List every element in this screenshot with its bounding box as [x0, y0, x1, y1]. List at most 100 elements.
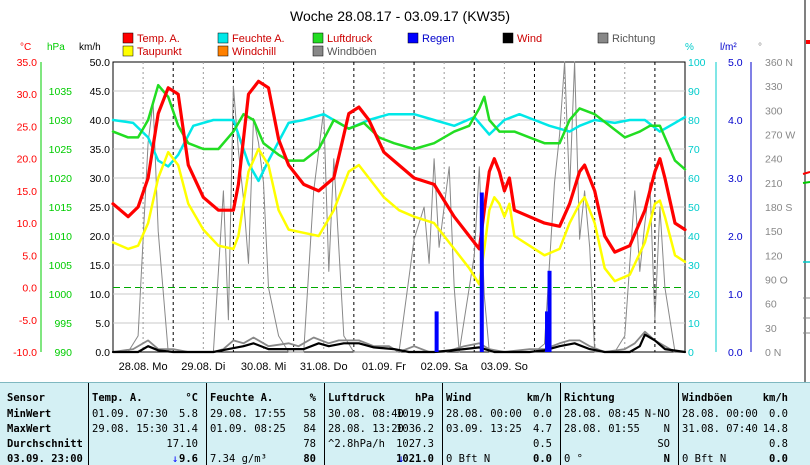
rain-bar	[479, 192, 484, 352]
direction-tick-label: 60	[765, 299, 777, 311]
row-label: Durchschnitt	[7, 438, 83, 450]
table-top-border	[0, 382, 810, 383]
cell-value: 4.7	[533, 423, 552, 435]
row-label: MaxWert	[7, 423, 52, 435]
column-unit: km/h	[526, 392, 552, 404]
axis-units: °C hPa km/h% l/m² °	[20, 42, 762, 53]
humidity-tick-label: 60	[688, 173, 700, 185]
legend-label: Windchill	[232, 46, 276, 58]
legend-swatch	[312, 32, 324, 44]
wind-tick-label: 45.0	[90, 86, 111, 98]
humidity-tick-label: 100	[688, 57, 706, 69]
series-temp-a-line	[111, 79, 687, 254]
right-edge-temp-fragment	[802, 171, 810, 175]
cell-value: 80	[303, 453, 316, 465]
cell-timestamp: ^2.8hPa/h	[328, 438, 385, 450]
rain-bar	[545, 311, 550, 352]
wind-tick-label: 30.0	[90, 173, 111, 185]
cell-value: 1036.2	[396, 423, 434, 435]
column-title: Feuchte A.	[210, 392, 274, 404]
right-edge-marker	[806, 40, 810, 44]
pressure-tick-label: 1015	[49, 202, 73, 214]
chart-legend: Temp. A. Feuchte A. Luftdruck Regen Wind Rich…	[122, 32, 655, 58]
cell-value: 1027.3	[396, 438, 434, 450]
cell-value: 0.8	[769, 438, 788, 450]
cell-value: 9.6	[179, 453, 198, 465]
pressure-tick-label: 1025	[49, 144, 73, 156]
cell-timestamp: 01.09. 07:30	[92, 408, 168, 420]
series-richtung-line	[112, 61, 686, 353]
cell-timestamp: 0 Bft N	[682, 453, 727, 465]
rain-unit-label: l/m²	[720, 42, 737, 53]
wind-tick-label: 20.0	[90, 231, 111, 243]
chart-title: Woche 28.08.17 - 03.09.17 (KW35)	[290, 8, 510, 24]
direction-tick-label: 360 N	[765, 57, 793, 69]
direction-unit-label: °	[758, 42, 762, 53]
legend-swatch	[407, 32, 419, 44]
column-title: Temp. A.	[92, 392, 143, 404]
direction-tick-label: 270 W	[765, 130, 795, 142]
cell-value: N	[663, 423, 670, 435]
column-unit: %	[309, 392, 316, 404]
rain-bar	[434, 311, 439, 352]
wind-tick-label: 15.0	[90, 260, 111, 272]
legend-swatch	[122, 45, 134, 57]
humidity-tick-label: 50	[688, 202, 700, 214]
cell-timestamp: 28.08. 13:20	[328, 423, 404, 435]
column-separator	[206, 382, 207, 465]
cell-value: 58	[303, 408, 316, 420]
rain-tick-label: 2.0	[728, 231, 743, 243]
sensor-header: Sensor	[7, 392, 45, 404]
cell-value: 31.4	[172, 423, 198, 435]
pressure-tick-label: 995	[54, 318, 72, 330]
cell-value: 0.0	[533, 408, 552, 420]
right-edge-mini-plot	[802, 0, 810, 382]
cell-value: 0.0	[769, 453, 788, 465]
temp-tick-label: 25.0	[17, 121, 38, 133]
statistics-table: Sensor MinWert MaxWert Durchschnitt 03.09. 2…	[0, 382, 810, 465]
column-separator	[324, 382, 325, 465]
humidity-unit-label: %	[685, 42, 694, 53]
series-luftdruck-line	[111, 83, 687, 171]
temp-tick-label: 30.0	[17, 89, 38, 101]
chart-axes: 35.0 30.0 25.0 20.0 15.0 10.0 5.0 0.0 -5.0 -10.0 1…	[13, 57, 795, 373]
humidity-tick-label: 0	[688, 347, 694, 359]
rain-tick-label: 4.0	[728, 115, 743, 127]
direction-tick-label: 210	[765, 178, 783, 190]
row-label: 03.09. 23:00	[7, 453, 83, 465]
pressure-tick-label: 1010	[49, 231, 73, 243]
x-day-label: 01.09. Fr	[362, 361, 406, 373]
series-feuchte-a-line	[111, 112, 687, 183]
column-unit: hPa	[415, 392, 434, 404]
cell-timestamp: 28.08. 08:45	[564, 408, 640, 420]
right-edge-pressure-fragment	[802, 181, 810, 184]
wind-tick-label: 50.0	[90, 57, 111, 69]
wind-tick-label: 35.0	[90, 144, 111, 156]
wind-tick-label: 25.0	[90, 202, 111, 214]
pressure-unit-label: hPa	[47, 42, 65, 53]
humidity-tick-label: 90	[688, 86, 700, 98]
legend-label: Luftdruck	[327, 33, 373, 45]
legend-label: Richtung	[612, 33, 655, 45]
cell-value: 0.5	[533, 438, 552, 450]
column-title: Wind	[446, 392, 472, 404]
cell-value: 1021.0	[396, 453, 434, 465]
direction-tick-label: 240	[765, 154, 783, 166]
cell-timestamp: 0 °	[564, 453, 583, 465]
wind-tick-label: 5.0	[95, 318, 110, 330]
pressure-tick-label: 1035	[49, 86, 73, 98]
legend-swatch	[597, 32, 609, 44]
cell-timestamp: 28.08. 00:00	[682, 408, 758, 420]
cell-timestamp: 29.08. 17:55	[210, 408, 286, 420]
weather-chart: Woche 28.08.17 - 03.09.17 (KW35) Temp. A…	[13, 0, 810, 382]
column-separator	[442, 382, 443, 465]
cell-value: 0.0	[533, 453, 552, 465]
column-unit: km/h	[762, 392, 788, 404]
column-title: Richtung	[564, 392, 615, 404]
x-day-label: 31.08. Do	[300, 361, 348, 373]
wind-tick-label: 40.0	[90, 115, 111, 127]
direction-tick-label: 0 N	[765, 347, 781, 359]
column-separator	[678, 382, 679, 465]
direction-tick-label: 30	[765, 323, 777, 335]
